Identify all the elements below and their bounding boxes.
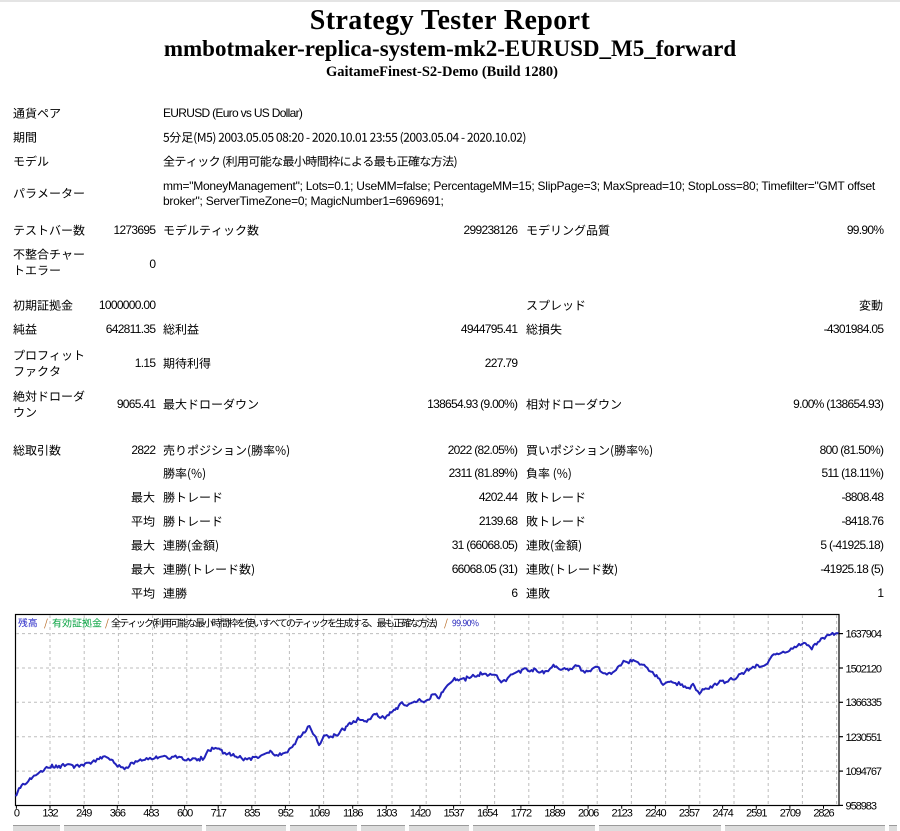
svg-text:1420: 1420: [410, 807, 431, 819]
svg-text:600: 600: [177, 807, 193, 819]
svg-text:1069: 1069: [309, 807, 330, 819]
svg-text:1366335: 1366335: [846, 697, 882, 709]
svg-text:0: 0: [14, 807, 20, 819]
svg-text:2123: 2123: [612, 807, 633, 819]
svg-text:132: 132: [42, 807, 58, 819]
svg-text:2709: 2709: [780, 807, 801, 819]
svg-text:1502120: 1502120: [846, 663, 882, 675]
svg-text:1637904: 1637904: [846, 629, 882, 641]
svg-text:366: 366: [110, 807, 126, 819]
svg-text:1303: 1303: [376, 807, 397, 819]
svg-text:2474: 2474: [712, 807, 733, 819]
svg-text:249: 249: [76, 807, 92, 819]
svg-text:1889: 1889: [544, 807, 565, 819]
svg-text:958983: 958983: [846, 801, 877, 813]
svg-text:1186: 1186: [343, 807, 363, 819]
svg-text:1230551: 1230551: [846, 732, 882, 744]
svg-text:952: 952: [278, 807, 294, 819]
svg-text:2006: 2006: [578, 807, 599, 819]
svg-text:1772: 1772: [511, 807, 532, 819]
svg-text:1537: 1537: [443, 807, 464, 819]
svg-text:717: 717: [211, 807, 227, 819]
svg-text:2826: 2826: [813, 807, 834, 819]
svg-text:2240: 2240: [645, 807, 666, 819]
svg-text:2357: 2357: [679, 807, 700, 819]
svg-text:1654: 1654: [477, 807, 498, 819]
svg-text:1094767: 1094767: [846, 766, 882, 778]
svg-text:835: 835: [244, 807, 260, 819]
svg-text:2591: 2591: [746, 807, 767, 819]
svg-text:483: 483: [143, 807, 159, 819]
